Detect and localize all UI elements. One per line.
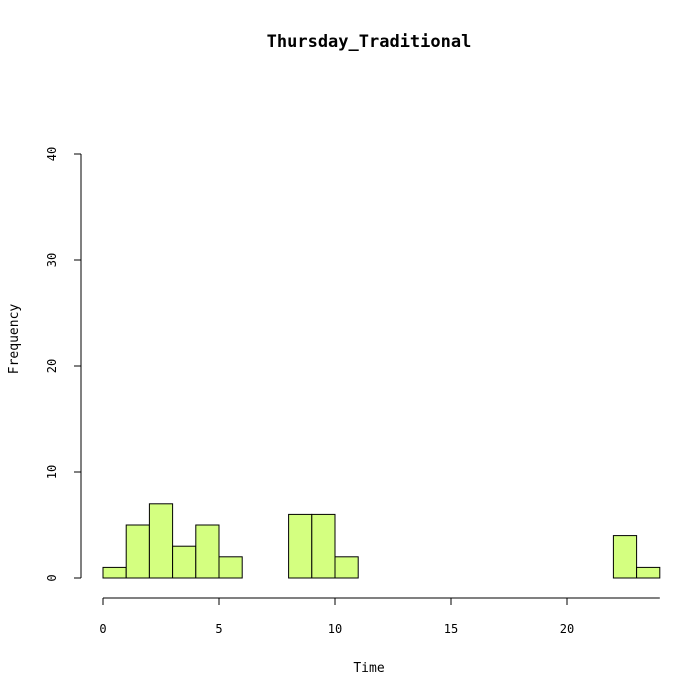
chart-title: Thursday_Traditional <box>267 32 472 52</box>
histogram-bar <box>102 566 127 579</box>
y-tick-label: 30 <box>45 253 59 267</box>
x-tick-label: 20 <box>560 622 574 636</box>
y-tick-label: 10 <box>45 465 59 479</box>
histogram-bar <box>334 556 359 579</box>
histogram-bar <box>288 513 313 579</box>
x-axis: 0 5 10 15 20 <box>99 597 660 636</box>
histogram-bar <box>612 535 638 579</box>
x-tick-label: 10 <box>328 622 342 636</box>
histogram-bar <box>125 524 150 579</box>
histogram-bar <box>172 545 197 579</box>
y-tick-label: 0 <box>45 574 59 581</box>
y-axis-label: Frequency <box>7 304 22 375</box>
histogram-bar <box>311 513 336 579</box>
x-tick-label: 5 <box>215 622 222 636</box>
histogram-bar <box>148 503 174 579</box>
histogram-bar <box>195 524 220 579</box>
histogram-bar <box>218 556 243 579</box>
x-axis-label: Time <box>353 661 384 676</box>
bars-group <box>102 503 661 579</box>
y-tick-label: 20 <box>45 359 59 373</box>
x-tick-label: 15 <box>444 622 458 636</box>
y-axis: 0 10 20 30 40 <box>45 147 82 582</box>
y-tick-label: 40 <box>45 147 59 161</box>
x-tick-label: 0 <box>99 622 106 636</box>
histogram-bar <box>636 566 661 579</box>
